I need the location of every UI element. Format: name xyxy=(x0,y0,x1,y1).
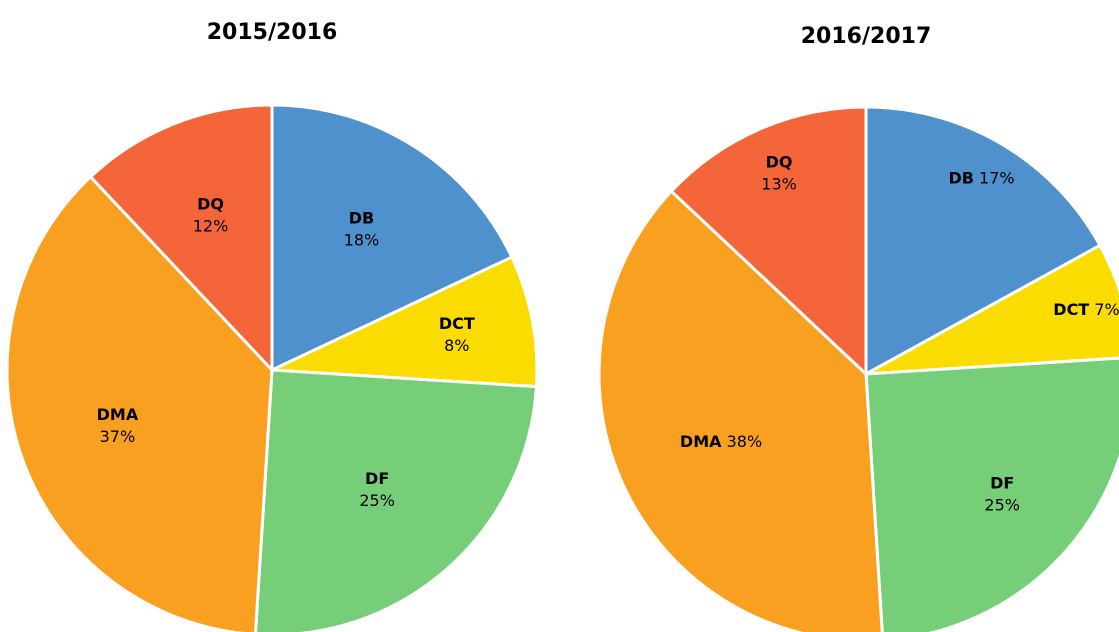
slice-label: DMA 38% xyxy=(680,432,762,451)
category-label: DB xyxy=(349,209,374,228)
value-label: 25% xyxy=(984,496,1020,515)
slice-label: DB 17% xyxy=(948,168,1014,187)
category-label: DQ xyxy=(197,194,224,213)
pie-slice xyxy=(864,356,1119,632)
pie-slice xyxy=(5,174,274,632)
category-label: DCT xyxy=(439,314,475,333)
category-label: DCT xyxy=(1053,299,1089,318)
slice-label: DCT 7% xyxy=(1053,299,1119,318)
value-label: 18% xyxy=(344,231,380,250)
pie-slice xyxy=(865,243,1119,376)
category-label: DB xyxy=(948,168,973,187)
value-label: 7% xyxy=(1094,299,1119,318)
value-label: 25% xyxy=(359,491,395,510)
pie-slice xyxy=(864,105,1103,377)
category-label: DMA xyxy=(97,405,139,424)
category-label: DF xyxy=(990,474,1014,493)
pie-slice xyxy=(254,368,539,632)
pie-slice xyxy=(669,105,868,378)
pie-slice xyxy=(88,103,274,374)
category-label: DMA xyxy=(680,432,722,451)
pie-slice xyxy=(597,189,884,632)
value-label: 8% xyxy=(444,336,469,355)
pie-slice xyxy=(271,255,539,389)
value-label: 38% xyxy=(727,432,763,451)
value-label: 17% xyxy=(979,168,1015,187)
pie-slice xyxy=(270,103,514,373)
value-label: 12% xyxy=(193,216,229,235)
chart-title: 2015/2016 xyxy=(207,20,338,45)
category-label: DQ xyxy=(766,153,793,172)
category-label: DF xyxy=(365,469,389,488)
chart-title: 2016/2017 xyxy=(801,24,932,49)
value-label: 13% xyxy=(761,175,797,194)
value-label: 37% xyxy=(100,427,136,446)
